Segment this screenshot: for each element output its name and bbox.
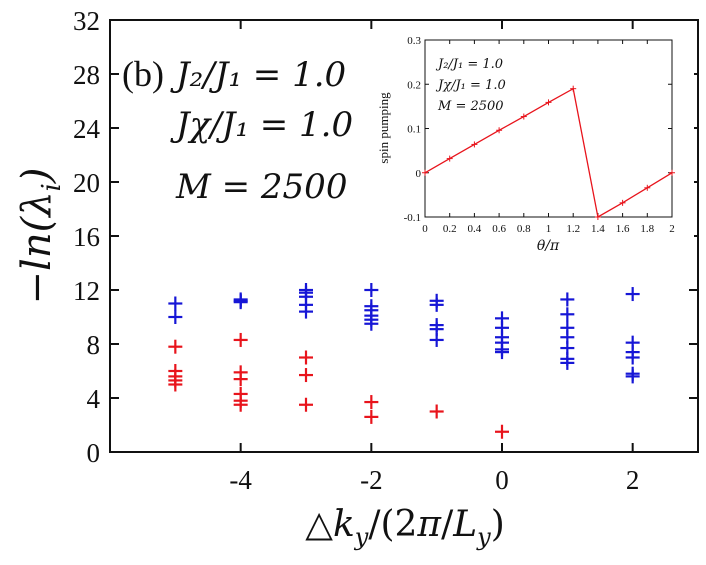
data-point-lower: [233, 372, 248, 387]
data-point-lower: [299, 397, 313, 412]
annotation-m: M = 2500: [175, 167, 347, 207]
data-point-lower: [233, 397, 248, 412]
inset-annotation-m: M = 2500: [437, 99, 504, 114]
inset-x-tick-label: 0.6: [492, 223, 506, 235]
inset-data-point: [520, 113, 527, 120]
inset-data-point: [545, 99, 552, 106]
data-point-upper: [560, 355, 575, 370]
inset-data-point: [570, 85, 577, 92]
main-y-tick-label: 4: [87, 384, 101, 414]
main-y-tick-label: 0: [87, 438, 101, 468]
data-point-lower: [299, 350, 313, 365]
inset-data-point: [669, 169, 675, 176]
inset-x-tick-label: 0.2: [443, 223, 457, 235]
main-x-tick-label: 0: [495, 465, 509, 495]
data-point-upper: [168, 296, 183, 311]
data-point-upper: [625, 287, 640, 302]
data-point-lower: [364, 395, 379, 410]
inset-data-point: [594, 214, 601, 220]
main-x-axis-label: △ky/(2π/Ly): [305, 504, 504, 551]
inset-x-tick-label: 1.2: [566, 223, 580, 235]
data-point-lower: [168, 339, 183, 354]
inset-data-point: [644, 184, 651, 191]
data-point-upper: [560, 292, 575, 307]
inset-x-tick-label: 0: [422, 223, 428, 235]
inset-x-tick-label: 1: [546, 223, 552, 235]
inset-x-axis-label: θ/π: [537, 238, 560, 254]
inset-data-point: [446, 155, 453, 162]
inset-data-point: [619, 199, 626, 206]
data-point-upper: [429, 297, 444, 312]
data-point-upper: [299, 304, 313, 319]
data-point-upper: [364, 283, 379, 297]
data-point-upper: [495, 345, 509, 360]
main-data-points: [168, 283, 640, 439]
data-point-upper: [429, 332, 444, 347]
data-point-lower: [364, 409, 379, 424]
main-y-tick-label: 28: [73, 60, 100, 90]
inset-annotation-j2-over-j1: J₂/J₁ = 1.0: [435, 57, 503, 72]
annotation-jchi-over-j1: Jχ/J₁ = 1.0: [170, 105, 353, 145]
data-point-upper: [625, 350, 640, 365]
main-y-tick-label: 16: [73, 222, 100, 252]
inset-y-tick-label: 0.1: [407, 124, 421, 136]
inset-axis-ticks: -0.100.10.20.30 0.2 0.4 0.6 0.8 1 1.2 1.4 1.6 1.8…: [404, 35, 675, 235]
main-x-tick-label: 2: [626, 465, 640, 495]
data-point-lower: [299, 368, 313, 383]
data-point-lower: [233, 332, 248, 347]
main-x-tick-label: -2: [360, 465, 383, 495]
data-point-lower: [168, 377, 183, 392]
annotation-j2-over-j1: J₂/J₁ = 1.0: [170, 55, 346, 95]
data-point-upper: [233, 295, 248, 310]
inset-y-tick-label: 0: [416, 168, 422, 180]
inset-data-point: [496, 127, 503, 134]
main-y-axis-label: −ln(λi): [14, 168, 67, 305]
inset-y-tick-label: 0.3: [407, 35, 421, 47]
inset-x-tick-label: 1.6: [616, 223, 630, 235]
inset-annotation-jchi-over-j1: Jχ/J₁ = 1.0: [435, 78, 506, 93]
inset-x-tick-label: 2: [669, 223, 675, 235]
data-point-lower: [429, 404, 444, 419]
panel-label: (b): [122, 54, 164, 94]
main-y-tick-label: 20: [73, 168, 100, 198]
inset-data-point: [422, 169, 428, 176]
inset-x-tick-label: 0.4: [468, 223, 482, 235]
inset-y-axis-label: spin pumping: [376, 92, 391, 164]
data-point-lower: [495, 424, 509, 439]
data-point-upper: [364, 316, 379, 331]
inset-y-tick-label: -0.1: [404, 212, 421, 224]
data-point-upper: [560, 307, 575, 322]
data-point-upper: [625, 369, 640, 384]
inset-x-tick-label: 0.8: [517, 223, 531, 235]
main-y-tick-label: 32: [73, 6, 100, 36]
inset-x-tick-label: 1.4: [591, 223, 605, 235]
main-y-tick-label: 12: [73, 276, 100, 306]
inset-y-tick-label: 0.2: [407, 79, 421, 91]
inset-data-point: [471, 141, 478, 148]
main-x-tick-label: -4: [229, 465, 252, 495]
main-y-tick-label: 8: [87, 330, 101, 360]
inset-data-points: [422, 85, 675, 220]
main-y-tick-label: 24: [73, 114, 101, 144]
data-point-upper: [168, 310, 183, 324]
inset-x-tick-label: 1.8: [640, 223, 654, 235]
